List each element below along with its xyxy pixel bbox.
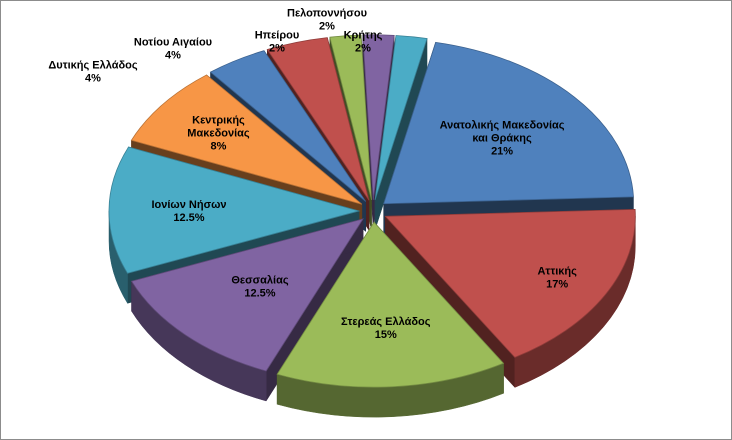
slice-name-label: Ηπείρου — [255, 30, 300, 42]
slice-10-label: Πελοποννήσου 2% — [287, 8, 367, 33]
slice-7-top — [209, 50, 367, 202]
slice-8-top — [266, 37, 370, 201]
slice-11-top — [374, 35, 428, 201]
slice-2-top — [384, 208, 636, 358]
slice-value-label: 15% — [375, 329, 397, 341]
slice-value-label: 4% — [85, 73, 101, 85]
slice-name-label: Κεντρικής — [192, 114, 245, 126]
slice-value-label: 2% — [319, 21, 335, 33]
slice-11-label: Κρήτης 2% — [344, 30, 383, 55]
slice-name-label: Ανατολικής Μακεδονίας — [440, 120, 565, 132]
slice-1-label: Ανατολικής Μακεδονίας και Θράκης 21% — [440, 120, 565, 158]
slice-name-label: Αττικής — [537, 266, 577, 278]
slice-9-label: Ηπείρου 2% — [255, 30, 300, 55]
slice-5-label: Ιονίων Νήσων 12.5% — [151, 199, 226, 224]
slice-value-label: 21% — [491, 146, 513, 158]
slice-name-label: Μακεδονίας — [187, 127, 250, 139]
slice-value-label: 8% — [211, 140, 227, 152]
slice-name-label: Ιονίων Νήσων — [151, 199, 226, 211]
slice-6-label: Κεντρικής Μακεδονίας 8% — [187, 114, 250, 152]
slice-3-top — [276, 221, 505, 388]
slice-4-label: Θεσσαλίας 12.5% — [231, 275, 289, 300]
slice-name-label: Στερεάς Ελλάδος — [341, 316, 431, 328]
slice-value-label: 4% — [165, 50, 181, 62]
slice-name-label: Νοτίου Αιγαίου — [134, 37, 212, 49]
slice-4-top — [130, 218, 364, 372]
slice-name-label: Κρήτης — [344, 30, 383, 42]
slice-value-label: 17% — [546, 279, 568, 291]
slice-3-label: Στερεάς Ελλάδος 15% — [341, 316, 431, 341]
slice-value-label: 2% — [269, 43, 285, 55]
slice-1-top — [383, 41, 634, 205]
slice-2-label: Αττικής 17% — [537, 266, 577, 291]
slice-name-label: Δυτικής Ελλάδος — [48, 60, 137, 72]
slice-name-label: Πελοποννήσου — [287, 8, 367, 20]
slice-value-label: 12.5% — [244, 288, 275, 300]
slice-name-label: και Θράκης — [472, 133, 532, 145]
slice-value-label: 2% — [355, 43, 371, 55]
slice-name-label: Θεσσαλίας — [231, 275, 289, 287]
slice-6-top — [130, 74, 363, 205]
slice-value-label: 12.5% — [173, 212, 204, 224]
slice-8-label: Νοτίου Αιγαίου 4% — [134, 37, 212, 62]
slice-5-top — [108, 146, 361, 274]
slice-10-top — [362, 34, 395, 200]
slice-9-top — [329, 34, 372, 200]
slice-7-label: Δυτικής Ελλάδος 4% — [48, 60, 137, 85]
